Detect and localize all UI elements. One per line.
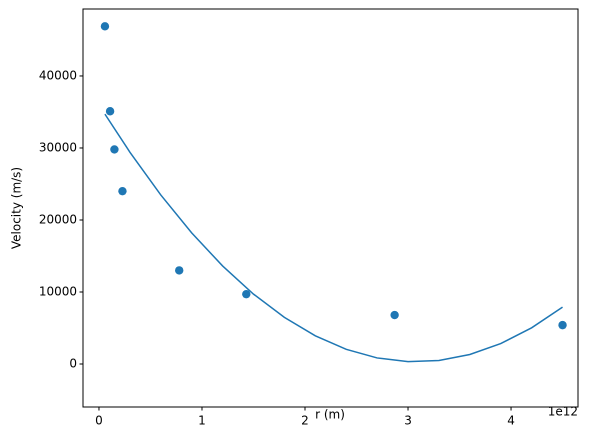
x-tick-label: 4 [507, 414, 515, 428]
y-tick-label: 0 [69, 357, 77, 371]
scatter-point [100, 22, 110, 31]
x-offset-label: 1e12 [548, 405, 578, 419]
scatter-point [175, 266, 184, 275]
fit-line [104, 113, 563, 363]
y-tick-label: 40000 [39, 68, 77, 82]
y-tick-label: 20000 [39, 212, 77, 226]
scatter-point [110, 145, 119, 154]
y-tick-label: 10000 [39, 284, 77, 298]
scatter-point [390, 310, 399, 320]
scatter-point [558, 320, 567, 330]
x-axis-label: r (m) [315, 408, 345, 422]
x-tick-label: 2 [301, 414, 309, 428]
y-axis-label: Velocity (m/s) [10, 167, 24, 249]
scatter-point [105, 107, 115, 116]
x-tick-label: 0 [95, 414, 103, 428]
y-tick-label: 30000 [39, 140, 77, 154]
scatter-point [118, 186, 127, 196]
x-tick-label: 3 [404, 414, 412, 428]
x-tick-label: 1 [198, 414, 206, 428]
plot-frame [82, 8, 579, 408]
scatter-point [242, 289, 251, 299]
